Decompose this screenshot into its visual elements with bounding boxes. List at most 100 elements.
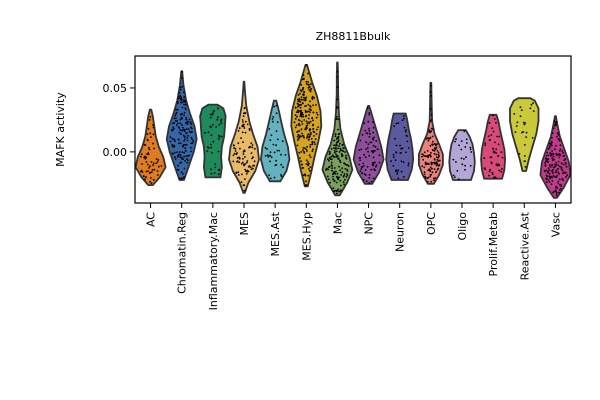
data-point [373, 168, 376, 171]
data-point [375, 164, 378, 167]
data-point [305, 83, 308, 85]
data-point [173, 156, 176, 159]
data-point [427, 155, 429, 158]
data-point [233, 147, 235, 149]
data-point [183, 138, 186, 141]
data-point [344, 163, 347, 166]
data-point [160, 165, 163, 167]
data-point [299, 106, 302, 109]
data-point [316, 128, 318, 131]
data-point [311, 117, 314, 119]
data-point [483, 167, 486, 170]
data-point [334, 189, 337, 192]
data-point [368, 174, 371, 176]
data-point [253, 164, 256, 167]
data-point [404, 151, 407, 154]
data-point [422, 158, 424, 161]
data-point [182, 134, 185, 137]
points-Prolif.Metab [483, 114, 504, 179]
data-point [500, 151, 503, 154]
data-point [339, 179, 341, 182]
data-point [339, 147, 342, 150]
data-point [335, 147, 337, 149]
data-point [435, 153, 438, 156]
data-point [238, 161, 241, 164]
data-point [549, 177, 552, 180]
data-point [327, 178, 330, 181]
data-point [401, 119, 404, 122]
data-point [299, 113, 302, 115]
data-point [169, 136, 172, 139]
data-point [331, 167, 333, 170]
data-point [307, 168, 310, 170]
data-point [144, 178, 146, 181]
data-point [544, 162, 547, 164]
data-point [180, 99, 183, 102]
data-point [457, 178, 460, 181]
data-point [407, 147, 410, 149]
data-point [144, 144, 147, 147]
data-point [343, 162, 345, 165]
data-point [264, 154, 267, 157]
data-point [185, 132, 188, 135]
data-point [175, 117, 177, 120]
data-point [434, 144, 437, 147]
data-point [397, 122, 400, 124]
data-point [484, 144, 487, 147]
data-point [404, 130, 407, 133]
data-point [372, 177, 375, 180]
data-point [429, 120, 432, 123]
data-point [309, 131, 312, 134]
data-point [402, 161, 405, 164]
data-point [275, 144, 277, 147]
data-point [299, 110, 302, 113]
data-point [403, 176, 405, 178]
data-point [368, 130, 371, 132]
data-point [337, 133, 340, 136]
data-point [245, 161, 248, 164]
data-point [145, 161, 148, 163]
data-point [359, 157, 362, 159]
data-point [214, 166, 217, 169]
data-point [495, 121, 497, 124]
data-point [241, 119, 244, 121]
data-point [306, 124, 309, 127]
data-point [297, 105, 299, 108]
data-point [496, 164, 499, 167]
data-point [146, 153, 149, 156]
data-point [493, 118, 496, 120]
data-point [565, 165, 568, 168]
data-point [179, 118, 182, 121]
data-point [554, 163, 556, 166]
data-point [178, 177, 181, 180]
data-point [180, 156, 183, 159]
data-point [218, 134, 220, 137]
data-point [523, 123, 526, 126]
x-tick-label: Prolif.Metab [487, 212, 500, 276]
data-point [185, 128, 188, 131]
data-point [497, 155, 499, 157]
data-point [297, 94, 300, 96]
data-point [553, 120, 556, 123]
data-point [177, 126, 180, 129]
data-point [435, 161, 437, 164]
data-point [216, 118, 219, 121]
data-point [300, 151, 303, 153]
data-point [337, 137, 340, 139]
data-point [519, 106, 522, 108]
data-point [315, 111, 318, 114]
data-point [337, 157, 339, 160]
data-point [180, 96, 183, 99]
data-point [561, 169, 564, 172]
data-point [175, 124, 178, 127]
data-point [270, 134, 273, 137]
data-point [555, 176, 558, 179]
data-point [310, 87, 313, 90]
data-point [184, 108, 187, 111]
data-point [184, 136, 186, 138]
data-point [339, 169, 342, 172]
data-point [437, 156, 440, 159]
data-point [311, 150, 314, 153]
data-point [303, 147, 306, 150]
data-point [403, 117, 405, 120]
